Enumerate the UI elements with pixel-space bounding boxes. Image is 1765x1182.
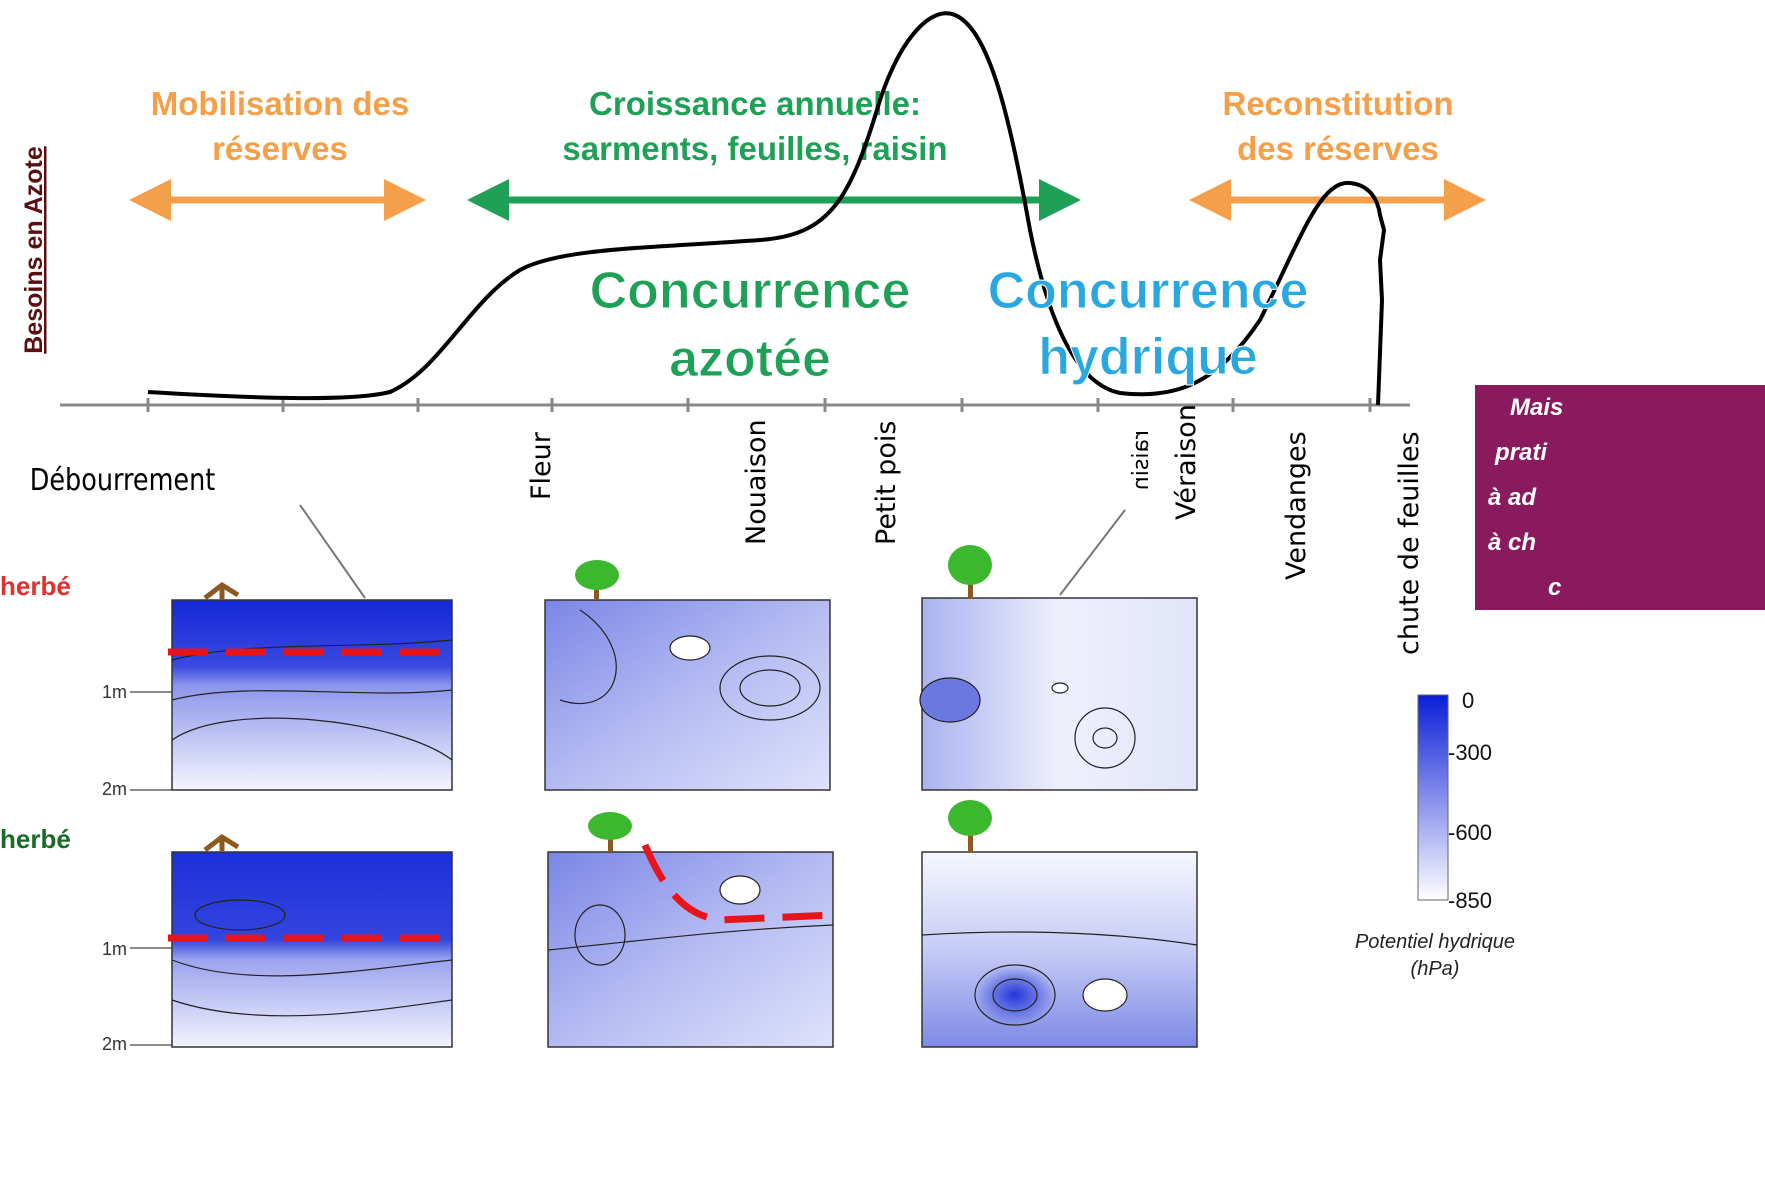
stage-label: Nouaison [741, 419, 772, 545]
phase-label: Reconstitution [1223, 85, 1454, 122]
note-text: à ad [1488, 484, 1537, 511]
legend-tick: -850 [1448, 888, 1492, 913]
stage-label: Petit pois [871, 421, 902, 545]
phase-label: sarments, feuilles, raisin [562, 130, 947, 167]
depth-label: 2m [102, 779, 127, 799]
phase-label: Croissance annuelle: [589, 85, 921, 122]
competition-label: Concurrence [590, 262, 911, 320]
note-text: prati [1494, 439, 1548, 466]
vines [203, 545, 992, 852]
legend-tick: 0 [1462, 688, 1474, 713]
note-text: à ch [1488, 529, 1536, 556]
competition-label: hydrique [1038, 328, 1258, 386]
row-label: herbé [0, 571, 71, 601]
note-box [1475, 385, 1765, 610]
root-limit [168, 648, 836, 942]
note-text: Mais [1510, 394, 1563, 421]
contours [171, 609, 1198, 1026]
stage-label: Véraison [1171, 404, 1202, 520]
axis-label: Besoins en Azote [20, 146, 48, 354]
nitrogen-curve [147, 11, 1387, 406]
depth-label: 2m [102, 1034, 127, 1054]
legend-tick: -600 [1448, 820, 1492, 845]
competition-label: Concurrence [988, 262, 1309, 320]
phase-label: Mobilisation des [151, 85, 410, 122]
legend-tick: -300 [1448, 740, 1492, 765]
stage-label: raisin [1129, 430, 1154, 490]
depth-ticks [130, 691, 172, 1046]
stage-label: Débourrement [30, 462, 216, 498]
legend-title: (hPa) [1411, 958, 1460, 980]
contour-panels [171, 597, 1198, 1048]
legend-colorbar [1417, 694, 1449, 901]
stage-label: chute de feuilles [1394, 431, 1425, 655]
axis-ticks [146, 398, 1372, 412]
depth-label: 1m [102, 682, 127, 702]
legend-title: Potentiel hydrique [1355, 931, 1515, 953]
stage-label: Fleur [526, 431, 557, 500]
competition-label: azotée [669, 330, 831, 388]
depth-label: 1m [102, 939, 127, 959]
phase-label: réserves [212, 130, 348, 167]
phase-label: des réserves [1237, 130, 1439, 167]
note-text: c [1548, 574, 1561, 601]
row-label: herbé [0, 824, 71, 854]
stage-label: Vendanges [1281, 431, 1312, 580]
